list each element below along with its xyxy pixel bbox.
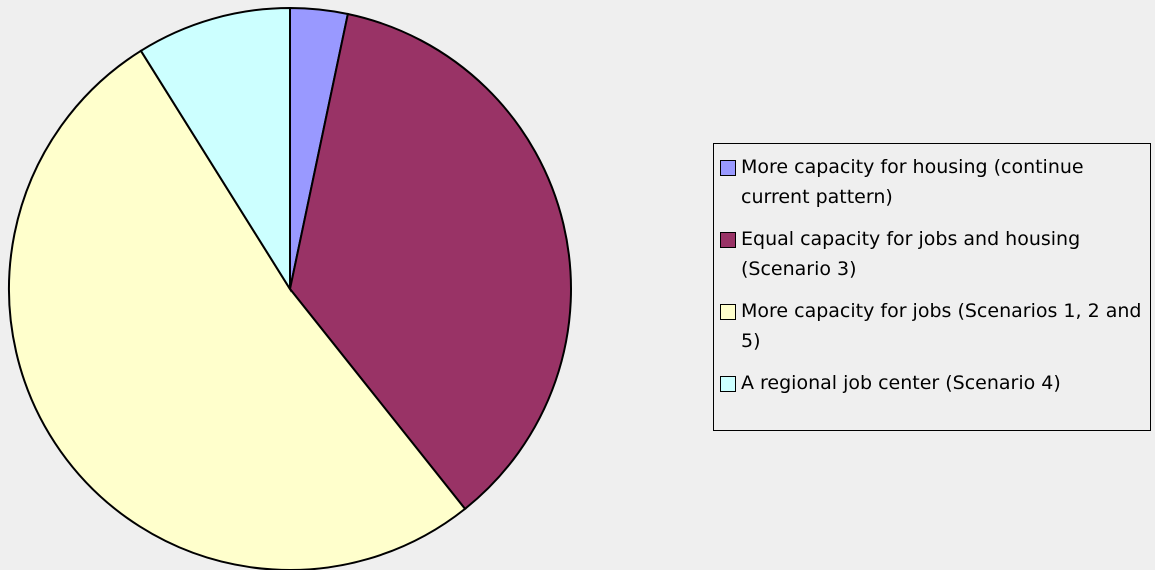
pie-slice bbox=[288, 12, 572, 511]
legend: More capacity for housing (continue curr… bbox=[713, 143, 1151, 431]
legend-label: Equal capacity for jobs and housing (Sce… bbox=[741, 228, 1081, 280]
legend-entry: More capacity for jobs (Scenarios 1, 2 a… bbox=[714, 296, 1146, 356]
legend-label: More capacity for housing (continue curr… bbox=[741, 156, 1084, 208]
legend-label: More capacity for jobs (Scenarios 1, 2 a… bbox=[741, 300, 1142, 352]
pie-slice bbox=[139, 6, 291, 293]
legend-swatch bbox=[720, 376, 736, 392]
pie-slice bbox=[8, 49, 467, 570]
legend-entry: Equal capacity for jobs and housing (Sce… bbox=[714, 224, 1146, 284]
legend-entry: A regional job center (Scenario 4) bbox=[714, 368, 1146, 398]
legend-swatch bbox=[720, 304, 736, 320]
legend-entry: More capacity for housing (continue curr… bbox=[714, 152, 1146, 212]
legend-label: A regional job center (Scenario 4) bbox=[741, 372, 1061, 394]
legend-swatch bbox=[720, 160, 736, 176]
legend-swatch bbox=[720, 232, 736, 248]
